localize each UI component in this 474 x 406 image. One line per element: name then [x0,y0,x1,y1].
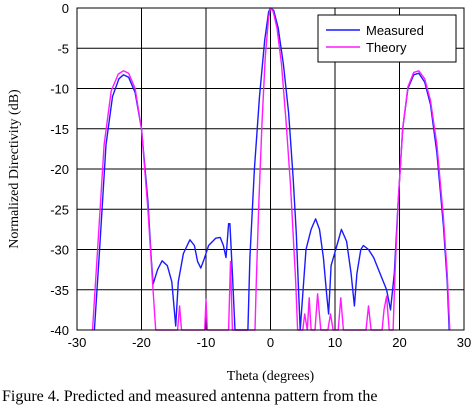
x-tick-label: -20 [132,335,151,350]
x-tick-label: -10 [197,335,216,350]
legend: Measured Theory [317,14,457,63]
x-tick-label: 30 [457,335,471,350]
y-axis-label: Normalized Directivity (dB) [7,89,22,249]
y-tick-label: -5 [57,41,69,56]
tick-labels: -30 -20 -10 0 10 20 30 0 -5 -10 -15 -20 -25 -30 -35 -40 [50,1,471,350]
series-line-measured [93,7,450,331]
x-tick-label: -30 [68,335,87,350]
x-tick-label: 10 [328,335,342,350]
x-tick-label: 0 [267,335,274,350]
y-tick-label: -30 [50,243,69,258]
y-tick-label: -35 [50,283,69,298]
x-tick-label: 20 [392,335,406,350]
y-tick-label: -20 [50,162,69,177]
x-axis-label: Theta (degrees) [227,369,315,384]
y-tick-label: -40 [50,323,69,338]
y-tick-label: -25 [50,202,69,217]
legend-label-measured: Measured [366,23,424,38]
y-tick-label: -10 [50,82,69,97]
plot-frame [76,7,465,331]
figure-caption: Figure 4. Predicted and measured antenna… [2,388,378,405]
grid [77,8,464,330]
y-tick-label: 0 [62,1,69,16]
legend-box [317,14,457,63]
legend-label-theory: Theory [366,40,407,55]
y-tick-label: -15 [50,122,69,137]
